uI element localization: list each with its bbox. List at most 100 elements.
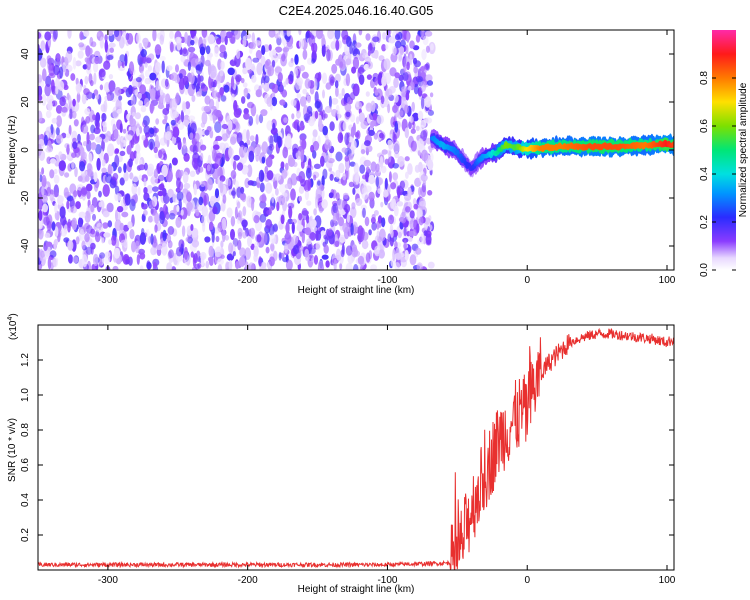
spectrogram-noise-cell — [219, 180, 224, 194]
spectrogram-noise-cell — [217, 264, 223, 270]
spectrogram-noise-cell — [251, 74, 257, 83]
spectrogram-noise-cell — [277, 72, 283, 83]
spectrogram-noise-cell — [365, 145, 373, 153]
spectrogram-noise-cell — [143, 209, 148, 216]
spectrogram-noise-cell — [79, 161, 86, 172]
spectrogram-noise-cell — [407, 186, 412, 198]
spectrogram-noise-cell — [176, 204, 180, 213]
spectrogram-noise-cell — [252, 57, 260, 63]
spectrogram-noise-cell — [66, 200, 70, 210]
spectrogram-noise-cell — [233, 100, 238, 112]
spectrogram-noise-cell — [68, 254, 73, 264]
spectrogram-noise-cell — [42, 203, 49, 213]
spectrogram-noise-cell — [195, 64, 203, 75]
spectrogram-noise-cell — [185, 236, 192, 242]
signal-core — [671, 141, 674, 148]
spectrogram-noise-cell — [247, 68, 252, 74]
spectrogram-noise-cell — [365, 91, 370, 97]
spectrogram-noise-cell — [331, 97, 339, 105]
spectrogram-noise-cell — [358, 112, 365, 123]
spectrogram-noise-cell — [215, 252, 220, 257]
spectrogram-noise-cell — [374, 50, 379, 59]
spectrogram-noise-cell — [76, 85, 81, 95]
spectrogram-noise-cell — [200, 180, 206, 188]
spectrogram-noise-cell — [81, 93, 87, 105]
spectrogram-noise-cell — [287, 202, 295, 209]
spectrogram-noise-cell — [332, 213, 337, 224]
spectrogram-noise-cell — [138, 174, 143, 180]
spectrogram-noise-cell — [392, 105, 398, 113]
spectrogram-noise-cell — [427, 190, 433, 196]
spectrogram-noise-cell — [365, 166, 370, 173]
spectrogram-noise-cell — [274, 46, 283, 53]
spectrogram-noise-cell — [83, 88, 90, 96]
spectrogram-noise-cell — [107, 220, 113, 228]
spectrogram-noise-cell — [256, 234, 262, 243]
spectrogram-noise-cell — [379, 156, 384, 169]
spectrogram-noise-cell — [425, 45, 430, 53]
spectrogram-noise-cell — [143, 177, 147, 187]
colorbar-tick-label: 0.0 — [699, 263, 710, 277]
spectrogram-noise-cell — [47, 256, 52, 270]
spectrogram-noise-cell — [102, 184, 110, 197]
spectrogram-noise-cell — [306, 214, 310, 224]
spectrogram-noise-cell — [336, 208, 340, 222]
spectrogram-noise-cell — [146, 184, 153, 194]
spectrogram-noise-cell — [162, 153, 168, 161]
spectrogram-noise-cell — [335, 248, 341, 261]
spectrogram-noise-cell — [58, 80, 65, 91]
spectrogram-noise-cell — [163, 203, 168, 216]
spectrogram-noise-cell — [46, 156, 52, 165]
spectrogram-noise-cell — [149, 72, 157, 81]
spectrogram-noise-cell — [105, 173, 113, 184]
spectrogram-noise-cell — [256, 145, 261, 156]
spectrogram-noise-cell — [126, 134, 133, 140]
spectrogram-noise-cell — [403, 64, 407, 74]
spectrogram-noise-cell — [44, 83, 51, 97]
figure-title: C2E4.2025.046.16.40.G05 — [279, 3, 434, 18]
spectrogram-noise-cell — [123, 163, 127, 173]
spectrogram-noise-cell — [219, 175, 226, 182]
spectrogram-noise-cell — [219, 67, 224, 77]
spectrogram-noise-cell — [270, 127, 278, 136]
spectrogram-noise-cell — [242, 206, 247, 217]
spectrogram-noise-cell — [228, 242, 234, 254]
spectrogram-noise-cell — [268, 256, 275, 267]
spectrogram-noise-cell — [344, 155, 350, 162]
spectrogram-noise-cell — [218, 142, 226, 150]
spectrogram-noise-cell — [379, 132, 384, 139]
spectrogram-noise-cell — [285, 221, 290, 235]
spectrogram-noise-cell — [420, 65, 427, 76]
spectrogram-noise-cell — [106, 93, 111, 102]
spectrogram-noise-cell — [72, 256, 79, 264]
spectrogram-noise-cell — [248, 115, 254, 126]
spectrogram-noise-cell — [390, 199, 395, 209]
spectrogram-noise-cell — [118, 95, 123, 101]
spectrogram-noise-cell — [202, 38, 207, 48]
spectrogram-noise-cell — [55, 105, 63, 114]
spectrogram-noise-cell — [131, 183, 138, 196]
x-tick-label: 100 — [659, 575, 676, 586]
spectrogram-noise-cell — [130, 95, 136, 107]
spectrogram-noise-cell — [356, 130, 361, 140]
spectrogram-noise-cell — [419, 200, 426, 207]
spectrogram-noise-cell — [215, 109, 222, 118]
spectrogram-noise-cell — [59, 96, 66, 107]
spectrogram-noise-cell — [245, 57, 252, 70]
spectrogram-noise-cell — [269, 233, 277, 245]
spectrogram-noise-cell — [53, 65, 61, 76]
spectrogram-noise-cell — [321, 254, 329, 260]
spectrogram-noise-cell — [54, 226, 59, 238]
spectrogram-noise-cell — [66, 144, 70, 155]
spectrogram-noise-cell — [82, 141, 88, 147]
spectrogram-noise-cell — [76, 92, 81, 103]
spectrogram-noise-cell — [223, 84, 230, 93]
spectrogram-noise-cell — [341, 147, 348, 153]
spectrogram-noise-cell — [388, 150, 392, 163]
y-tick-label: 40 — [20, 48, 31, 60]
spectrogram-noise-cell — [59, 206, 66, 219]
spectrogram-noise-cell — [304, 248, 310, 258]
spectrogram-noise-cell — [165, 93, 171, 105]
spectrogram-noise-cell — [347, 153, 354, 161]
spectrogram-noise-cell — [67, 30, 72, 39]
